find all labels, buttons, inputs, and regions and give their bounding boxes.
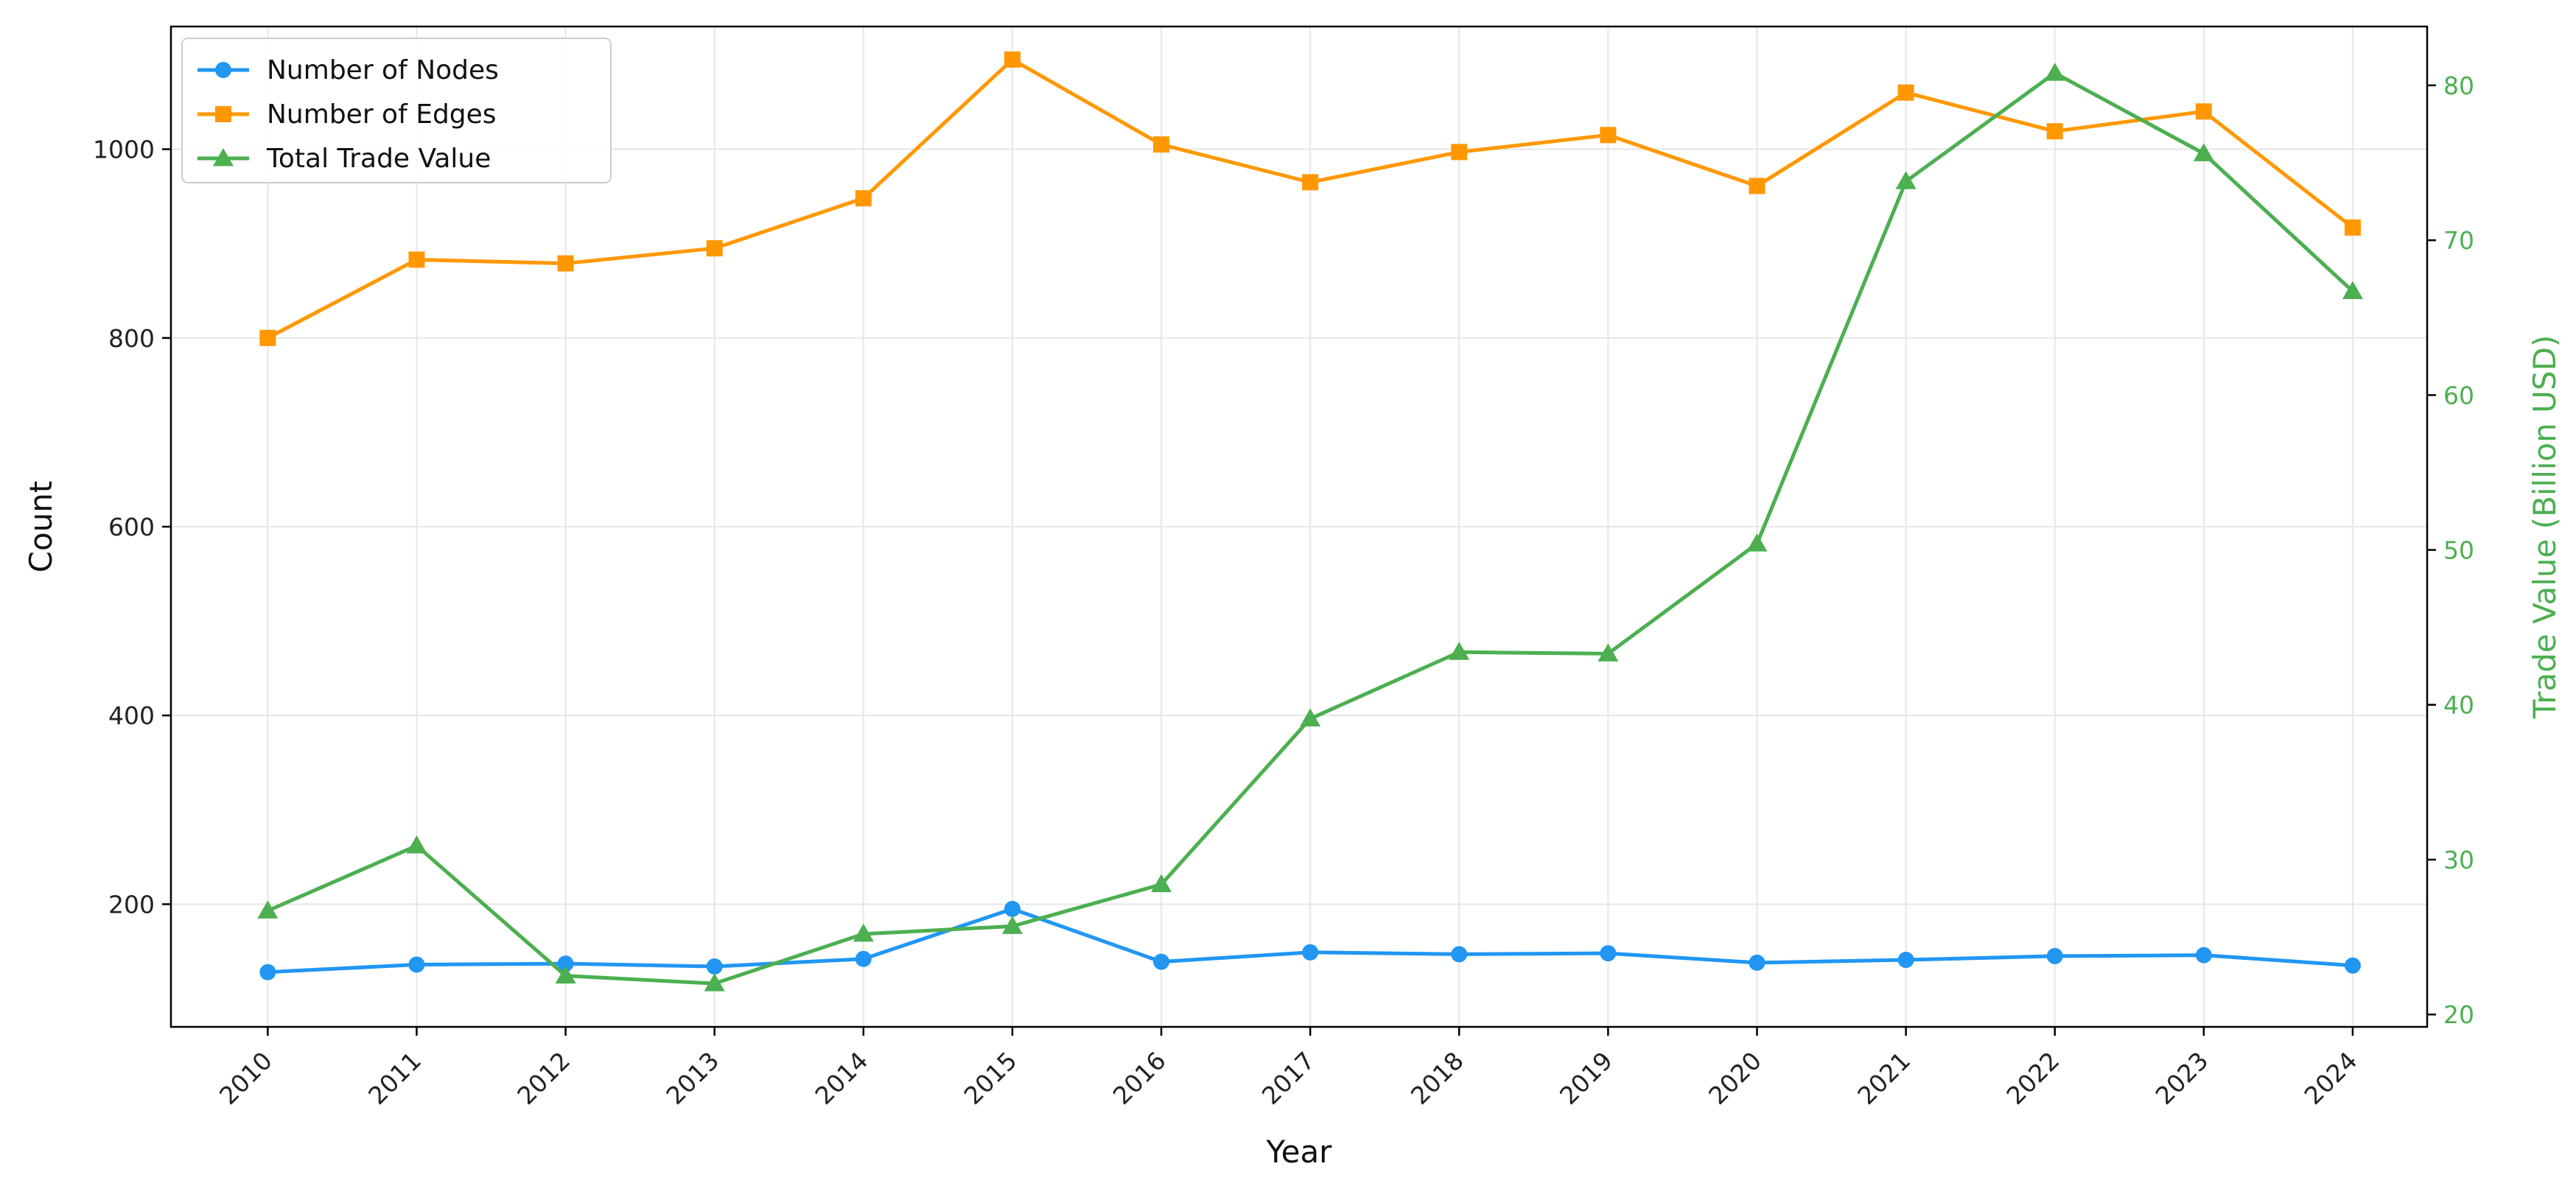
legend-label-number-of-nodes: Number of Nodes	[267, 55, 499, 85]
legend-label-total-trade-value: Total Trade Value	[266, 144, 491, 174]
y-tick-label: 200	[108, 890, 155, 919]
y-tick-label: 600	[108, 513, 155, 541]
number-of-nodes-point	[1302, 944, 1319, 961]
total-trade-value-point	[555, 965, 576, 984]
number-of-nodes-point	[2046, 947, 2063, 964]
y-axis-label: Count	[23, 481, 59, 573]
number-of-edges-point	[1749, 178, 1765, 194]
number-of-nodes-point	[1451, 946, 1468, 963]
legend-label-number-of-edges: Number of Edges	[267, 99, 497, 130]
x-tick-label: 2022	[2001, 1046, 2065, 1110]
x-tick-label: 2015	[959, 1046, 1023, 1110]
number-of-nodes-point	[855, 950, 872, 967]
number-of-edges-point	[1004, 51, 1021, 68]
number-of-edges-point	[855, 190, 872, 207]
number-of-edges-point	[1897, 84, 1914, 101]
total-trade-value-point	[1001, 916, 1023, 934]
y2-tick-label: 40	[2443, 691, 2474, 720]
number-of-edges-point	[1302, 174, 1319, 191]
y-tick-label: 800	[108, 324, 155, 353]
number-of-edges-point	[1153, 136, 1170, 153]
total-trade-value-point	[1746, 533, 1768, 552]
x-tick-label: 2011	[363, 1046, 427, 1110]
number-of-edges-point	[557, 255, 574, 272]
number-of-nodes-point	[1153, 953, 1170, 970]
x-tick-label: 2013	[660, 1046, 724, 1110]
total-trade-value-point	[1151, 874, 1172, 893]
number-of-edges-point	[706, 240, 723, 257]
x-tick-label: 2020	[1703, 1046, 1767, 1110]
number-of-edges-point	[2195, 103, 2212, 120]
number-of-edges-point	[1600, 127, 1617, 144]
number-of-edges-point	[259, 329, 276, 346]
y-tick-label: 400	[108, 701, 155, 730]
total-trade-value-point	[406, 835, 427, 854]
total-trade-value-point	[1597, 643, 1619, 662]
x-axis-label: Year	[1266, 1134, 1333, 1170]
number-of-nodes-point	[2344, 957, 2361, 974]
x-tick-label: 2021	[1852, 1046, 1916, 1110]
y2-tick-label: 20	[2443, 1000, 2474, 1029]
number-of-nodes-point	[1749, 954, 1765, 971]
y2-tick-label: 70	[2443, 226, 2474, 255]
number-of-nodes-point	[557, 955, 574, 972]
total-trade-value-point	[1895, 171, 1917, 189]
x-tick-label: 2023	[2150, 1046, 2214, 1110]
x-tick-label: 2024	[2299, 1046, 2363, 1110]
number-of-nodes-point	[2195, 947, 2212, 964]
legend-marker-number-of-nodes	[215, 62, 231, 78]
y2-tick-label: 30	[2443, 846, 2474, 874]
x-tick-label: 2018	[1405, 1046, 1469, 1110]
number-of-edges-point	[1451, 144, 1468, 161]
number-of-edges-point	[2344, 219, 2361, 236]
total-trade-value-point	[2342, 281, 2363, 299]
series-lines	[257, 51, 2363, 992]
x-tick-label: 2017	[1256, 1046, 1320, 1110]
number-of-nodes-point	[1600, 945, 1617, 962]
legend: Number of Nodes Number of Edges Total Trad…	[181, 38, 612, 183]
total-trade-value-point	[704, 973, 725, 992]
x-tick-label: 2012	[511, 1046, 575, 1110]
x-tick-label: 2019	[1554, 1046, 1618, 1110]
legend-marker-total-trade-value	[213, 148, 234, 166]
x-tick-label: 2016	[1107, 1046, 1172, 1110]
total-trade-value-point	[2044, 63, 2065, 81]
total-trade-value-point	[2193, 143, 2214, 161]
y2-tick-label: 50	[2443, 536, 2474, 565]
total-trade-value-point	[853, 923, 874, 942]
legend-box	[181, 38, 612, 183]
number-of-nodes-point	[1004, 900, 1021, 917]
number-of-nodes-point	[259, 964, 276, 980]
x-tick-label: 2010	[214, 1046, 278, 1110]
number-of-nodes-point	[1897, 952, 1914, 969]
number-of-nodes-point	[408, 956, 425, 973]
number-of-edges-point	[2046, 123, 2063, 140]
total-trade-value-point	[257, 900, 279, 919]
y2-tick-label: 60	[2443, 381, 2474, 410]
y-tick-label: 1000	[93, 136, 155, 164]
number-of-nodes-point	[706, 958, 723, 975]
y2-tick-label: 80	[2443, 71, 2474, 100]
total-trade-value-point	[1300, 708, 1321, 727]
x-tick-label: 2014	[810, 1046, 874, 1110]
legend-marker-number-of-edges	[215, 106, 231, 122]
y2-axis-label: Trade Value (Billion USD)	[2527, 335, 2563, 720]
number-of-edges-point	[408, 251, 425, 268]
total-trade-value-point	[1449, 642, 1470, 660]
